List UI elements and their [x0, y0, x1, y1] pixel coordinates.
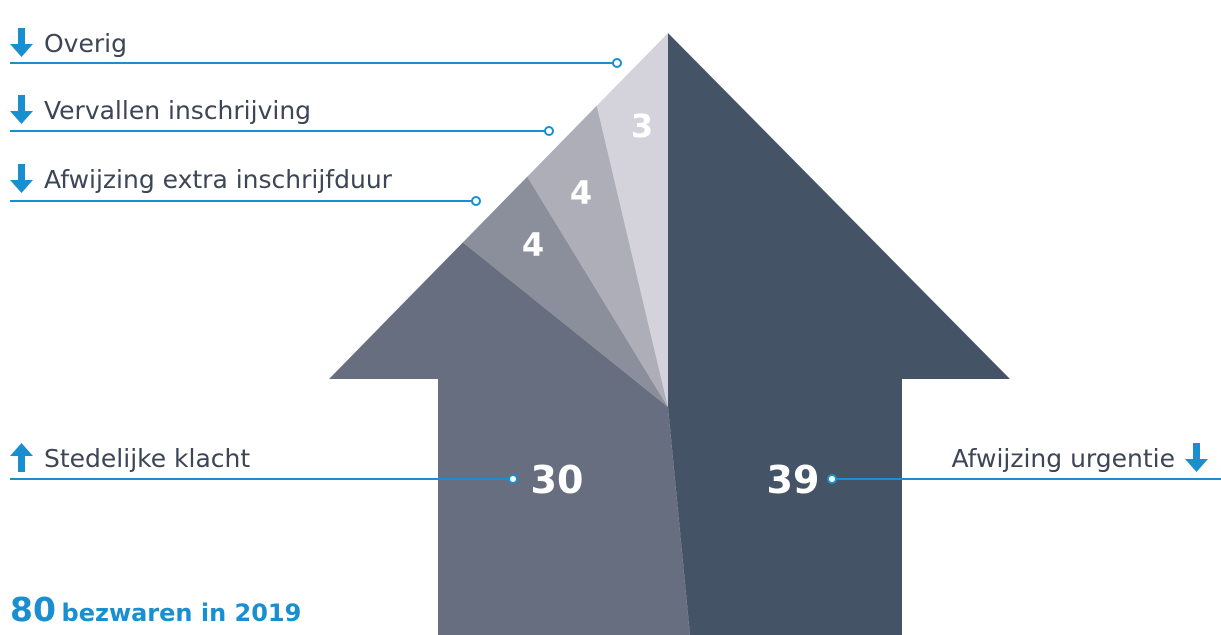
category-label-overig: Overig — [44, 29, 127, 58]
category-label-stedelijke-klacht: Stedelijke klacht — [44, 444, 250, 473]
category-label-afwijzing-urgentie: Afwijzing urgentie — [951, 444, 1175, 473]
value-labels: 39 30 44 3 — [522, 107, 820, 502]
value-label-afwijzing-extra-inschrijfduur: 4 — [522, 226, 544, 264]
arrow-down-icon — [10, 164, 33, 193]
arrow-down-icon — [10, 95, 33, 124]
total-value: 80 — [10, 590, 56, 629]
slice-vervallen-inschrijving — [527, 105, 668, 407]
category-label-afwijzing-extra-inschrijfduur: Afwijzing extra inschrijfduur — [44, 165, 393, 194]
value-label-afwijzing-urgentie: 39 — [767, 458, 820, 502]
chart-slices — [329, 33, 1010, 635]
category-labels: Afwijzing urgentie Stedelijke klacht Afwij… — [10, 28, 1208, 473]
leader-dot-overig — [612, 58, 622, 68]
value-label-overig: 3 — [631, 107, 653, 145]
total-summary: 80 bezwaren in 2019 — [10, 590, 301, 629]
leader-dot-afwijzing-urgentie — [827, 474, 837, 484]
arrow-down-icon — [10, 28, 33, 57]
arrow-up-icon — [10, 443, 33, 472]
leader-lines — [10, 58, 1221, 484]
leader-dot-afwijzing-extra-inschrijfduur — [471, 196, 481, 206]
value-label-vervallen-inschrijving: 4 — [570, 174, 592, 212]
total-label: bezwaren in 2019 — [61, 599, 302, 627]
slice-afwijzing-urgentie — [668, 33, 1010, 635]
slice-overig — [596, 33, 668, 407]
leader-dot-stedelijke-klacht — [508, 474, 518, 484]
slice-stedelijke-klacht — [329, 242, 690, 635]
value-label-stedelijke-klacht: 30 — [531, 458, 584, 502]
category-label-vervallen-inschrijving: Vervallen inschrijving — [44, 96, 311, 125]
leader-dot-vervallen-inschrijving — [544, 126, 554, 136]
slice-afwijzing-extra-inschrijfduur — [462, 176, 668, 407]
arrow-down-icon — [1185, 443, 1208, 472]
